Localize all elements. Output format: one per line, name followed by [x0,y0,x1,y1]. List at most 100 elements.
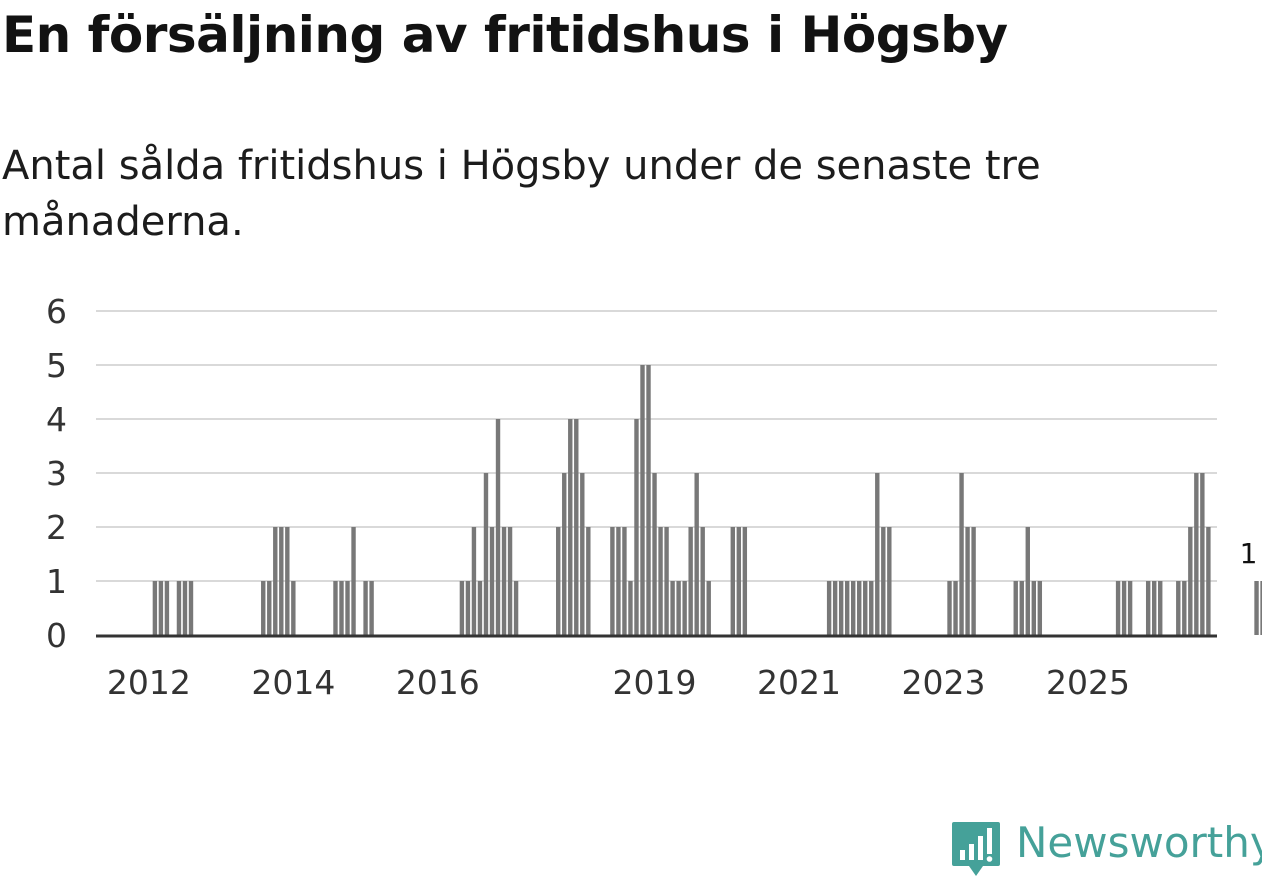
bar [345,581,350,635]
bar [634,419,639,635]
bar [273,527,278,635]
bar [568,419,573,635]
bar [640,365,645,635]
bar [176,581,182,635]
bar [953,581,958,635]
y-tick-label: 2 [46,508,67,547]
bar [1152,581,1157,635]
bar [580,473,585,635]
bar [1188,527,1193,635]
newsworthy-logo-icon [952,822,1000,876]
bar [875,473,880,635]
bar [1158,581,1163,635]
bar [562,473,567,635]
y-tick-label: 3 [46,454,67,493]
chart-subtitle: Antal sålda fritidshus i Högsby under de… [2,143,1041,245]
bar [736,527,742,635]
chart-title: En försäljning av fritidshus i Högsby [2,6,1008,64]
bar [1260,581,1262,635]
bar [586,527,591,635]
x-tick-label: 2014 [251,663,335,700]
bar [857,581,862,635]
bar [261,581,266,635]
bar [369,581,374,635]
y-tick-label: 1 [46,562,67,601]
y-tick-label: 0 [46,616,67,655]
bar [616,527,621,635]
bar [465,581,471,635]
bar [501,527,507,635]
bar [652,473,657,635]
bar [664,527,669,635]
bar [694,473,699,635]
bar [495,419,501,635]
bar [489,527,495,635]
bar [291,581,296,635]
x-axis-ticks: 2012 2014 2016 2019 2021 2023 2025 [107,663,1130,700]
bar [1182,581,1187,635]
bar [700,527,705,635]
bar [706,581,711,635]
y-axis-ticks: 0 1 2 3 4 5 6 [46,292,67,655]
bar [513,581,519,635]
x-tick-label: 2021 [757,663,841,700]
bar [471,527,477,635]
bar [730,527,735,635]
bar [1013,581,1018,635]
bar [1037,581,1043,635]
bar [959,473,964,635]
x-tick-label: 2023 [902,663,986,700]
bar [670,581,675,635]
bar [971,527,976,635]
brand-name: Newsworthy [1016,818,1262,867]
bar [838,581,844,635]
bar [556,527,561,635]
data-labels: 1 [1237,535,1260,573]
bar [188,581,194,635]
bar [610,527,615,635]
bar [832,581,838,635]
y-tick-label: 4 [46,400,67,439]
bar [646,365,651,635]
bar [1019,581,1024,635]
bar [947,581,952,635]
bar [869,581,874,635]
bar [676,581,681,635]
bar [507,527,513,635]
bar [844,581,850,635]
bar [1145,581,1151,635]
data-label: 1 [1240,537,1258,570]
bar [285,527,290,635]
bar [742,527,748,635]
bar [628,581,633,635]
bar [1194,473,1199,635]
bar [682,581,687,635]
bar [267,581,272,635]
bar [1031,581,1036,635]
bar [483,473,489,635]
bar [622,527,627,635]
bar [1206,527,1211,635]
bar [1115,581,1121,635]
bar [333,581,338,635]
bar [1121,581,1127,635]
bar [164,581,170,635]
bar [826,581,832,635]
bar [965,527,970,635]
brand-logo: Newsworthy [950,818,1262,882]
bar [1176,581,1181,635]
bar [688,527,693,635]
bar [1025,527,1030,635]
bars [152,365,1262,635]
bar [1254,581,1259,635]
bar [863,581,868,635]
bar [574,419,579,635]
y-tick-label: 5 [46,346,67,385]
bar [887,527,892,635]
bar [477,581,483,635]
bar [182,581,188,635]
bar [351,527,356,635]
bar [1200,473,1205,635]
x-tick-label: 2019 [613,663,697,700]
bar-chart: 0 1 2 3 4 5 6 2012 2014 2016 2019 2021 2023 2025 1 [46,292,1262,700]
